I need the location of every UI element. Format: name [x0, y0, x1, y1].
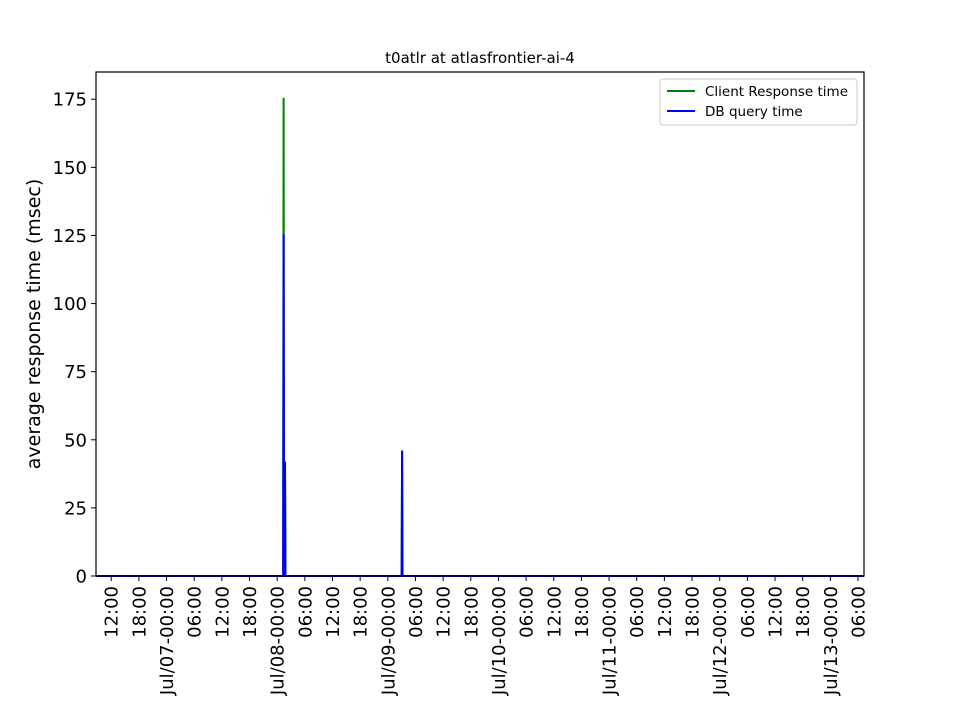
x-tick-label: 06:00: [295, 586, 316, 638]
legend-box: [659, 78, 858, 126]
y-tick-label: 150: [53, 158, 87, 179]
y-tick-label: 175: [53, 90, 87, 111]
x-tick-label: Jul/08-00:00: [268, 586, 289, 696]
legend: Client Response time DB query time: [659, 78, 858, 126]
x-tick-label: 06:00: [406, 586, 427, 638]
x-tick-label: 06:00: [517, 586, 538, 638]
y-tick-label: 25: [64, 498, 87, 519]
legend-label-db-query-time: DB query time: [705, 104, 803, 120]
x-tick-label: Jul/09-00:00: [378, 586, 399, 696]
y-tick-label: 100: [53, 294, 87, 315]
x-tick-label: 12:00: [544, 586, 565, 638]
x-tick-label: 18:00: [240, 586, 261, 638]
legend-label-client-response-time: Client Response time: [705, 84, 848, 100]
x-tick-label: 06:00: [849, 586, 870, 638]
y-axis: 0 25 50 75 100 125 150 175: [53, 90, 96, 588]
y-tick-label: 0: [76, 567, 87, 588]
x-tick-label: 18:00: [129, 586, 150, 638]
x-tick-label: 18:00: [572, 586, 593, 638]
x-tick-label: Jul/11-00:00: [600, 586, 621, 696]
plot-area-frame: [95, 71, 865, 577]
x-axis: 12:00 18:00 Jul/07-00:00 06:00 12:00 18:00 Jul…: [102, 576, 870, 696]
series-layer: [96, 97, 864, 577]
series-line-db-query-time: [96, 234, 864, 577]
y-axis-label: average response time (msec): [23, 179, 45, 470]
x-tick-label: 06:00: [627, 586, 648, 638]
x-tick-label: 06:00: [185, 586, 206, 638]
x-tick-label: 12:00: [655, 586, 676, 638]
x-tick-label: 12:00: [212, 586, 233, 638]
x-tick-label: Jul/13-00:00: [821, 586, 842, 696]
x-tick-label: 12:00: [102, 586, 123, 638]
x-tick-label: 12:00: [434, 586, 455, 638]
series-line-client-response-time: [96, 97, 864, 577]
y-tick-label: 125: [53, 226, 87, 247]
x-tick-label: Jul/12-00:00: [710, 586, 731, 696]
x-tick-label: 18:00: [461, 586, 482, 638]
x-tick-label: 12:00: [766, 586, 787, 638]
x-tick-label: Jul/10-00:00: [489, 586, 510, 696]
x-tick-label: 12:00: [323, 586, 344, 638]
x-tick-label: 18:00: [793, 586, 814, 638]
x-tick-label: 06:00: [738, 586, 759, 638]
chart-title: t0atlr at atlasfrontier-ai-4: [385, 49, 575, 67]
y-tick-label: 75: [64, 362, 87, 383]
x-tick-label: 18:00: [683, 586, 704, 638]
x-tick-label: Jul/07-00:00: [157, 586, 178, 696]
x-tick-label: 18:00: [351, 586, 372, 638]
y-tick-label: 50: [64, 430, 87, 451]
